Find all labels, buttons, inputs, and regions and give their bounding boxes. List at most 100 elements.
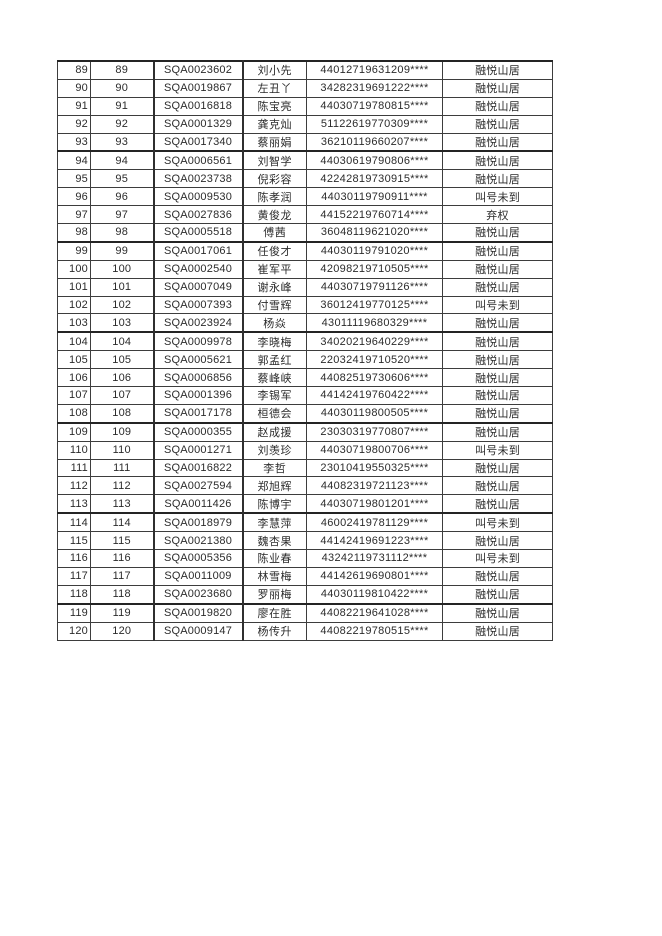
table-row: 100 100 SQA0002540 崔军平 42098219710505**** 融悦山… bbox=[57, 259, 553, 279]
cell-row-number: 118 bbox=[57, 584, 91, 605]
cell-applicant-name: 李慧萍 bbox=[242, 512, 307, 533]
cell-result: 融悦山居 bbox=[442, 259, 553, 279]
table-row: 108 108 SQA0017178 桓德会 44030119800505**** 融悦山… bbox=[57, 403, 553, 424]
cell-row-number: 91 bbox=[57, 96, 91, 116]
cell-row-number: 92 bbox=[57, 114, 91, 134]
cell-id-number-masked: 36012419770125**** bbox=[306, 295, 443, 315]
cell-sequence-number: 117 bbox=[90, 566, 154, 586]
cell-applicant-code: SQA0006561 bbox=[152, 150, 244, 171]
table-row: 116 116 SQA0005356 陈业春 43242119731112**** 叫号未… bbox=[57, 549, 553, 568]
cell-result: 融悦山居 bbox=[442, 277, 553, 297]
cell-id-number-masked: 46002419781129**** bbox=[306, 512, 443, 533]
cell-sequence-number: 120 bbox=[90, 621, 154, 641]
cell-applicant-code: SQA0017061 bbox=[152, 240, 244, 261]
cell-sequence-number: 96 bbox=[90, 187, 154, 207]
table-row: 104 104 SQA0009978 李晓梅 34020219640229**** 融悦山… bbox=[57, 331, 553, 352]
cell-row-number: 115 bbox=[57, 531, 91, 551]
cell-result: 融悦山居 bbox=[442, 621, 553, 641]
cell-applicant-code: SQA0001396 bbox=[152, 386, 244, 405]
cell-id-number-masked: 44030719791126**** bbox=[306, 277, 443, 297]
cell-id-number-masked: 44030119790911**** bbox=[306, 187, 443, 207]
cell-id-number-masked: 43011119680329**** bbox=[306, 313, 443, 333]
cell-row-number: 89 bbox=[57, 59, 91, 80]
cell-sequence-number: 94 bbox=[90, 150, 154, 171]
cell-applicant-name: 郭孟红 bbox=[242, 350, 307, 370]
cell-id-number-masked: 44030119800505**** bbox=[306, 403, 443, 424]
cell-id-number-masked: 51122619770309**** bbox=[306, 114, 443, 134]
cell-result: 叫号未到 bbox=[442, 549, 553, 568]
table-row: 110 110 SQA0001271 刘羡珍 44030719800706**** 叫号未… bbox=[57, 440, 553, 460]
cell-applicant-code: SQA0001271 bbox=[152, 440, 244, 460]
cell-applicant-name: 李哲 bbox=[242, 458, 307, 478]
cell-result: 融悦山居 bbox=[442, 331, 553, 352]
cell-result: 融悦山居 bbox=[442, 476, 553, 496]
cell-row-number: 96 bbox=[57, 187, 91, 207]
cell-applicant-code: SQA0027594 bbox=[152, 476, 244, 496]
cell-sequence-number: 99 bbox=[90, 240, 154, 261]
cell-row-number: 102 bbox=[57, 295, 91, 315]
cell-result: 融悦山居 bbox=[442, 150, 553, 171]
cell-applicant-name: 倪彩容 bbox=[242, 169, 307, 189]
table-row: 111 111 SQA0016822 李哲 23010419550325**** 融悦山居 bbox=[57, 458, 553, 478]
cell-sequence-number: 98 bbox=[90, 223, 154, 243]
table-row: 99 99 SQA0017061 任俊才 44030119791020**** 融悦山居 bbox=[57, 240, 553, 261]
cell-id-number-masked: 44030619790806**** bbox=[306, 150, 443, 171]
cell-sequence-number: 116 bbox=[90, 549, 154, 568]
cell-result: 融悦山居 bbox=[442, 240, 553, 261]
cell-id-number-masked: 23030319770807**** bbox=[306, 421, 443, 442]
cell-result: 融悦山居 bbox=[442, 368, 553, 388]
cell-applicant-name: 刘羡珍 bbox=[242, 440, 307, 460]
cell-result: 融悦山居 bbox=[442, 114, 553, 134]
cell-sequence-number: 100 bbox=[90, 259, 154, 279]
table-row: 109 109 SQA0000355 赵成援 23030319770807**** 融悦山… bbox=[57, 421, 553, 442]
table-row: 93 93 SQA0017340 蔡丽娟 36210119660207**** 融悦山居 bbox=[57, 132, 553, 152]
cell-sequence-number: 118 bbox=[90, 584, 154, 605]
cell-row-number: 106 bbox=[57, 368, 91, 388]
cell-id-number-masked: 44142619690801**** bbox=[306, 566, 443, 586]
table-row: 91 91 SQA0016818 陈宝亮 44030719780815**** 融悦山居 bbox=[57, 96, 553, 116]
table-row: 89 89 SQA0023602 刘小先 44012719631209**** 融悦山居 bbox=[57, 59, 553, 80]
cell-id-number-masked: 44030719801201**** bbox=[306, 494, 443, 514]
table-row: 106 106 SQA0006856 蔡峰峡 44082519730606**** 融悦山… bbox=[57, 368, 553, 388]
cell-result: 融悦山居 bbox=[442, 584, 553, 605]
cell-applicant-code: SQA0023738 bbox=[152, 169, 244, 189]
cell-applicant-name: 廖在胜 bbox=[242, 602, 307, 623]
cell-result: 融悦山居 bbox=[442, 458, 553, 478]
cell-applicant-name: 赵成援 bbox=[242, 421, 307, 442]
cell-id-number-masked: 23010419550325**** bbox=[306, 458, 443, 478]
cell-row-number: 94 bbox=[57, 150, 91, 171]
cell-applicant-code: SQA0017340 bbox=[152, 132, 244, 152]
cell-id-number-masked: 44082319721123**** bbox=[306, 476, 443, 496]
cell-row-number: 116 bbox=[57, 549, 91, 568]
cell-applicant-name: 李锡军 bbox=[242, 386, 307, 405]
cell-id-number-masked: 44030119810422**** bbox=[306, 584, 443, 605]
cell-result: 弃权 bbox=[442, 205, 553, 225]
table-row: 94 94 SQA0006561 刘智学 44030619790806**** 融悦山居 bbox=[57, 150, 553, 171]
cell-sequence-number: 112 bbox=[90, 476, 154, 496]
cell-applicant-code: SQA0017178 bbox=[152, 403, 244, 424]
cell-sequence-number: 109 bbox=[90, 421, 154, 442]
scanned-sheet: 89 89 SQA0023602 刘小先 44012719631209**** 融悦山居 9… bbox=[57, 59, 553, 641]
cell-applicant-code: SQA0006856 bbox=[152, 368, 244, 388]
cell-applicant-code: SQA0009978 bbox=[152, 331, 244, 352]
allocation-results-table: 89 89 SQA0023602 刘小先 44012719631209**** 融悦山居 9… bbox=[57, 59, 553, 641]
cell-applicant-code: SQA0023602 bbox=[152, 59, 244, 80]
cell-sequence-number: 106 bbox=[90, 368, 154, 388]
cell-applicant-code: SQA0007393 bbox=[152, 295, 244, 315]
cell-result: 融悦山居 bbox=[442, 59, 553, 80]
cell-id-number-masked: 44082219780515**** bbox=[306, 621, 443, 641]
cell-result: 融悦山居 bbox=[442, 223, 553, 243]
cell-applicant-name: 杨焱 bbox=[242, 313, 307, 333]
cell-applicant-name: 陈孝润 bbox=[242, 187, 307, 207]
cell-row-number: 112 bbox=[57, 476, 91, 496]
cell-id-number-masked: 36210119660207**** bbox=[306, 132, 443, 152]
cell-result: 融悦山居 bbox=[442, 350, 553, 370]
cell-row-number: 113 bbox=[57, 494, 91, 514]
cell-id-number-masked: 44082519730606**** bbox=[306, 368, 443, 388]
cell-result: 叫号未到 bbox=[442, 187, 553, 207]
cell-row-number: 93 bbox=[57, 132, 91, 152]
cell-row-number: 97 bbox=[57, 205, 91, 225]
cell-applicant-name: 任俊才 bbox=[242, 240, 307, 261]
cell-sequence-number: 91 bbox=[90, 96, 154, 116]
cell-row-number: 110 bbox=[57, 440, 91, 460]
